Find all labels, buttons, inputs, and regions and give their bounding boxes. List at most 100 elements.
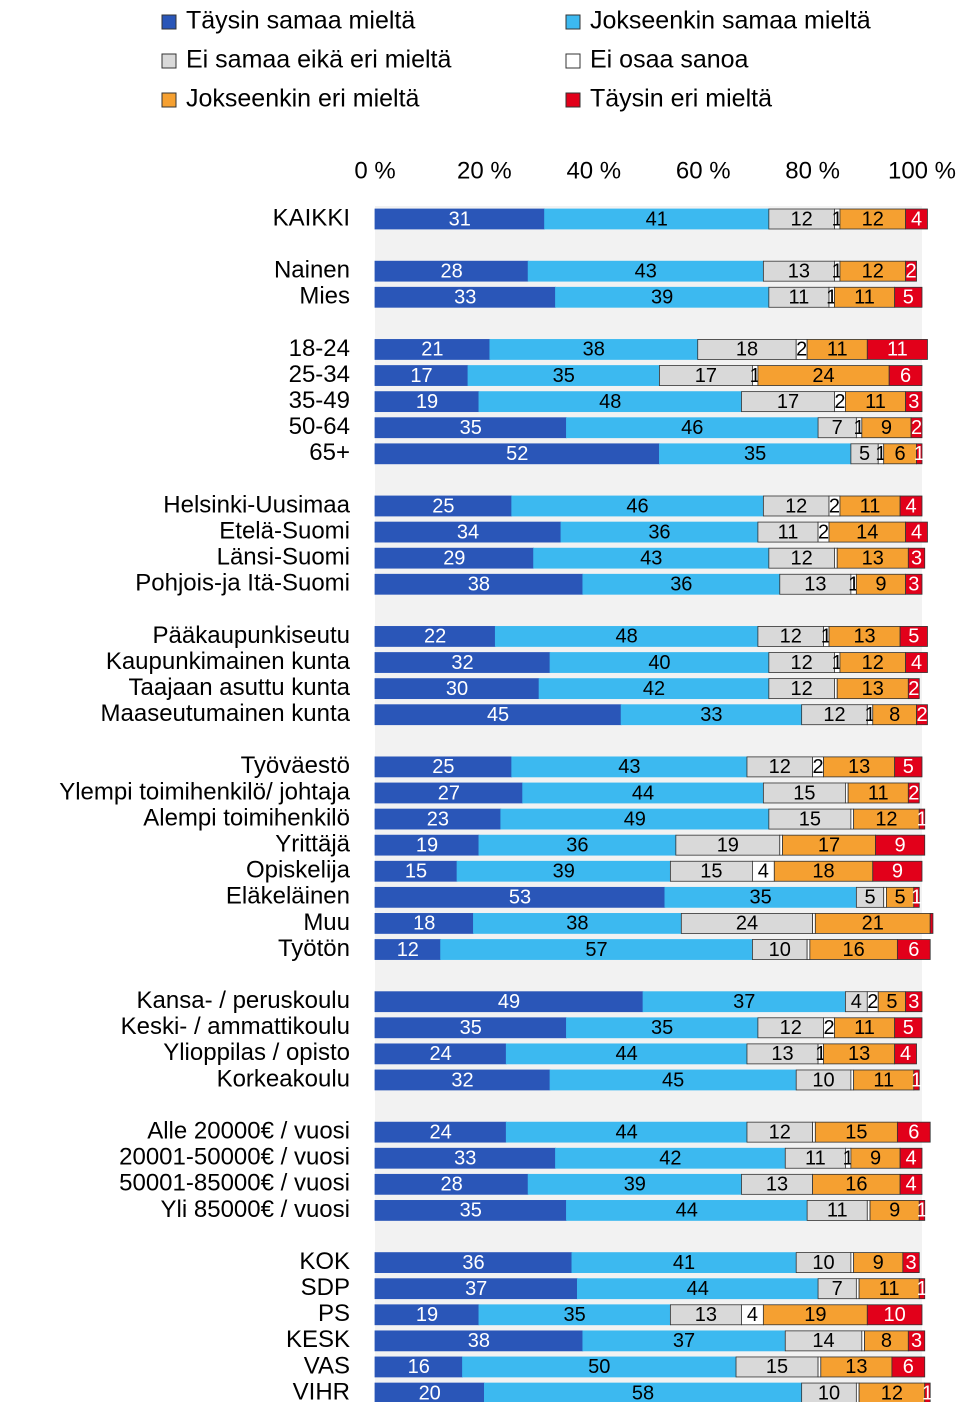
category-label: KAIKKI — [273, 204, 350, 231]
value-label: 4 — [747, 1304, 758, 1326]
value-label: 35 — [564, 1304, 586, 1326]
value-label: 12 — [791, 652, 813, 674]
bar-segment — [834, 547, 838, 569]
value-label: 36 — [670, 574, 692, 596]
value-label: 44 — [687, 1278, 709, 1300]
value-label: 1 — [922, 1382, 933, 1402]
bar-segment — [855, 1382, 860, 1402]
value-label: 13 — [862, 678, 884, 700]
value-label: 11 — [805, 1148, 826, 1170]
value-label: 11 — [887, 339, 908, 361]
value-label: 43 — [618, 756, 640, 778]
value-label: 5 — [864, 887, 875, 909]
category-label: 65+ — [309, 439, 350, 466]
value-label: 13 — [848, 1043, 870, 1065]
category-label: 50001-85000€ / vuosi — [119, 1170, 350, 1197]
value-label: 22 — [424, 626, 446, 648]
bar-segment — [875, 834, 926, 856]
value-label: 38 — [566, 913, 588, 935]
value-label: 29 — [443, 547, 465, 569]
legend-swatch — [565, 14, 581, 30]
value-label: 24 — [430, 1043, 452, 1065]
bar-segment — [812, 1121, 816, 1143]
category-label: 35-49 — [289, 387, 350, 414]
bar-segment — [866, 1200, 871, 1221]
x-tick-label: 100 % — [888, 157, 956, 184]
value-label: 12 — [791, 678, 813, 700]
bar-segment — [918, 1200, 926, 1221]
value-label: 28 — [440, 260, 462, 282]
bar-segment — [866, 1304, 923, 1326]
value-label: 9 — [870, 1148, 881, 1170]
value-label: 32 — [451, 652, 473, 674]
value-label: 1 — [914, 443, 925, 465]
value-label: 35 — [553, 365, 575, 387]
value-label: 5 — [886, 991, 897, 1013]
value-label: 5 — [895, 887, 906, 909]
value-label: 6 — [900, 365, 911, 387]
value-label: 19 — [717, 834, 739, 856]
bar-segment — [891, 1356, 926, 1378]
value-label: 12 — [791, 547, 813, 569]
value-label: 9 — [889, 1200, 900, 1222]
value-label: 52 — [506, 443, 528, 465]
bar-segment — [855, 1278, 860, 1300]
category-label: SDP — [301, 1274, 350, 1301]
value-label: 5 — [903, 1017, 914, 1039]
value-label: 9 — [895, 834, 906, 856]
value-label: 46 — [626, 495, 648, 517]
value-label: 4 — [905, 1174, 916, 1196]
bar-segment — [902, 1252, 920, 1273]
value-label: 11 — [854, 1017, 875, 1039]
value-label: 15 — [793, 782, 815, 804]
x-tick-label: 40 % — [566, 157, 621, 184]
value-label: 1 — [916, 1278, 927, 1300]
bar-segment — [817, 1356, 822, 1378]
value-label: 41 — [646, 208, 668, 230]
value-label: 11 — [879, 1278, 900, 1300]
value-label: 13 — [804, 574, 826, 596]
value-label: 49 — [624, 808, 646, 830]
value-label: 5 — [908, 626, 919, 648]
value-label: 12 — [769, 756, 791, 778]
value-label: 42 — [659, 1148, 681, 1170]
value-label: 2 — [829, 495, 840, 517]
legend-label: Ei samaa eikä eri mieltä — [186, 46, 451, 74]
bar-segment — [905, 391, 923, 413]
x-tick-label: 80 % — [785, 157, 840, 184]
value-label: 38 — [468, 574, 490, 596]
value-label: 48 — [599, 391, 621, 413]
bar-segment — [845, 782, 849, 804]
bar-segment — [907, 547, 926, 569]
x-tick-label: 60 % — [676, 157, 731, 184]
category-label: Ylempi toimihenkilö/ johtaja — [59, 778, 350, 805]
bar-segment — [916, 704, 928, 726]
value-label: 37 — [673, 1330, 695, 1352]
bar-segment — [872, 860, 923, 882]
value-label: 14 — [856, 521, 878, 543]
value-label: 41 — [673, 1252, 695, 1274]
value-label: 1 — [916, 808, 927, 830]
value-label: 17 — [818, 834, 840, 856]
value-label: 1 — [826, 287, 837, 309]
value-label: 2 — [916, 704, 927, 726]
value-label: 12 — [397, 939, 419, 961]
bar-segment — [883, 886, 887, 908]
value-label: 12 — [780, 626, 802, 648]
bar-segment — [905, 521, 928, 543]
category-label: Pääkaupunkiseutu — [153, 622, 350, 649]
bar-segment — [907, 1330, 926, 1352]
value-label: 7 — [832, 1278, 843, 1300]
category-label: VAS — [304, 1352, 350, 1379]
value-label: 20 — [419, 1382, 441, 1402]
category-label: Alle 20000€ / vuosi — [147, 1117, 350, 1144]
value-label: 5 — [903, 756, 914, 778]
value-label: 21 — [862, 913, 884, 935]
value-label: 10 — [818, 1382, 840, 1402]
value-label: 42 — [643, 678, 665, 700]
value-label: 31 — [449, 208, 471, 230]
value-label: 25 — [432, 756, 454, 778]
category-label: Muu — [303, 909, 350, 936]
value-label: 6 — [895, 443, 906, 465]
category-label: Eläkeläinen — [226, 883, 350, 910]
